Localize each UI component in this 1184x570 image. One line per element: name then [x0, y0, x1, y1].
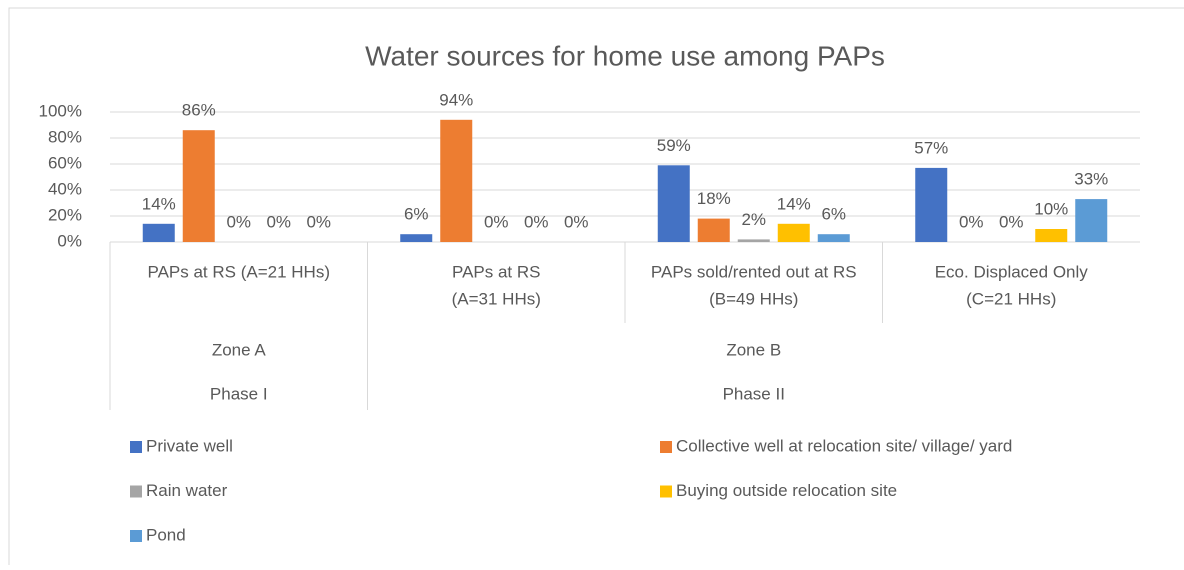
data-label: 0% — [999, 212, 1024, 231]
data-label: 0% — [484, 212, 509, 231]
x-tick-label: Eco. Displaced Only — [935, 262, 1089, 281]
x-tick-label: PAPs sold/rented out at RS — [651, 262, 857, 281]
legend-swatch — [130, 485, 142, 498]
data-label: 33% — [1074, 170, 1108, 189]
data-label: 6% — [821, 205, 846, 224]
bar — [400, 234, 433, 242]
data-label: 14% — [142, 194, 176, 213]
legend-swatch — [660, 441, 672, 453]
legend-label: Collective well at relocation site/ vill… — [676, 436, 1012, 455]
x-tick-label: (C=21 HHs) — [966, 289, 1056, 308]
data-label: 0% — [226, 212, 251, 231]
bar — [777, 223, 810, 242]
data-label: 59% — [657, 136, 691, 155]
legend-swatch — [130, 530, 142, 542]
y-tick-label: 100% — [39, 101, 82, 120]
bar — [1035, 229, 1068, 242]
bar — [440, 119, 473, 242]
data-label: 94% — [439, 90, 473, 109]
data-label: 0% — [266, 212, 291, 231]
legend-swatch — [660, 485, 672, 498]
data-label: 10% — [1034, 199, 1068, 218]
y-tick-label: 60% — [48, 153, 82, 172]
zones-label: Zone A — [212, 340, 267, 359]
bar — [657, 165, 690, 242]
x-tick-label: PAPs at RS — [452, 262, 541, 281]
data-label: 57% — [914, 138, 948, 157]
data-label: 14% — [777, 194, 811, 213]
y-tick-label: 80% — [48, 127, 82, 146]
data-label: 0% — [524, 212, 549, 231]
legend-label: Private well — [146, 436, 233, 455]
phases-label: Phase II — [723, 384, 785, 403]
bar — [142, 223, 175, 242]
y-tick-label: 0% — [57, 231, 82, 250]
x-tick-label: (B=49 HHs) — [709, 289, 798, 308]
y-tick-label: 40% — [48, 179, 82, 198]
data-label: 0% — [959, 212, 984, 231]
zones-label: Zone B — [726, 340, 781, 359]
y-tick-label: 20% — [48, 205, 82, 224]
bar — [697, 218, 730, 242]
x-tick-label: PAPs at RS (A=21 HHs) — [148, 262, 331, 281]
legend-label: Buying outside relocation site — [676, 481, 897, 500]
bar — [915, 167, 948, 242]
data-label: 2% — [741, 210, 766, 229]
data-label: 18% — [697, 189, 731, 208]
bar — [182, 130, 215, 242]
legend-swatch — [130, 441, 142, 453]
legend-label: Rain water — [146, 481, 228, 500]
data-label: 0% — [306, 212, 331, 231]
bar — [817, 234, 850, 242]
chart-border — [8, 7, 1184, 570]
bar — [1075, 199, 1108, 242]
data-label: 6% — [404, 205, 429, 224]
data-label: 0% — [564, 212, 589, 231]
x-tick-label: (A=31 HHs) — [452, 289, 541, 308]
bar — [737, 239, 770, 242]
legend-label: Pond — [146, 525, 186, 544]
chart-title: Water sources for home use among PAPs — [365, 40, 885, 71]
data-label: 86% — [182, 101, 216, 120]
phases-label: Phase I — [210, 384, 268, 403]
